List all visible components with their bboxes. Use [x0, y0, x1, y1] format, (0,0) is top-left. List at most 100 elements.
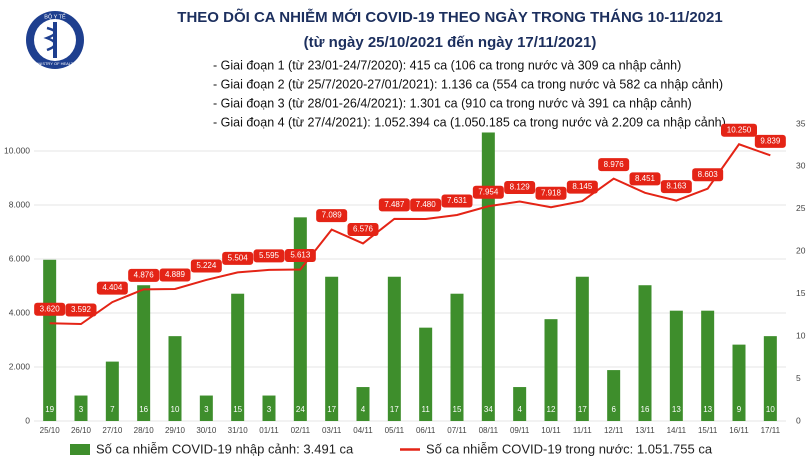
x-tick-label: 14/11 [667, 426, 687, 435]
x-tick-label: 05/11 [385, 426, 405, 435]
bar-label: 34 [484, 405, 493, 414]
y2-tick-label: 20 [796, 246, 806, 256]
value-label: 7.089 [322, 211, 343, 220]
y2-tick-label: 30 [796, 161, 806, 171]
bar [293, 217, 307, 421]
value-label-box [222, 251, 254, 265]
value-label: 10.250 [727, 125, 752, 134]
bar-label: 17 [578, 405, 587, 414]
y-tick-label: 2.000 [9, 361, 31, 371]
value-label-box [754, 134, 786, 148]
value-label: 8.976 [604, 160, 625, 169]
bar-label: 11 [422, 405, 431, 414]
bar-label: 6 [611, 405, 616, 414]
bar-label: 13 [703, 405, 712, 414]
value-label-box [629, 172, 661, 186]
bar-label: 15 [453, 405, 462, 414]
bar-label: 10 [766, 405, 775, 414]
value-label-box [566, 180, 598, 194]
value-label-box [660, 180, 692, 194]
value-label-box [692, 168, 724, 182]
bar [481, 132, 495, 421]
x-tick-label: 01/11 [259, 426, 279, 435]
bar [137, 285, 151, 421]
bar [419, 327, 433, 421]
bar [575, 276, 589, 421]
value-label-box [190, 259, 222, 273]
value-label-box [347, 222, 379, 236]
bar [168, 336, 182, 421]
y2-tick-label: 10 [796, 330, 806, 340]
value-label-box [598, 158, 630, 172]
x-tick-label: 08/11 [479, 426, 499, 435]
value-label: 9.839 [760, 136, 781, 145]
legend-label: Số ca nhiễm COVID-19 nhập cảnh: 3.491 ca [96, 441, 354, 456]
value-label: 5.595 [259, 251, 280, 260]
x-tick-label: 12/11 [604, 426, 624, 435]
value-label: 4.876 [134, 270, 155, 279]
x-tick-label: 03/11 [322, 426, 342, 435]
bar [450, 293, 464, 421]
bar-label: 15 [233, 405, 242, 414]
x-tick-label: 16/11 [729, 426, 749, 435]
chart-subtitle: (từ ngày 25/10/2021 đến ngày 17/11/2021) [304, 34, 597, 51]
bar [325, 276, 339, 421]
value-label: 8.451 [635, 174, 656, 183]
value-label: 7.631 [447, 196, 468, 205]
value-label: 5.613 [290, 251, 311, 260]
bar-label: 12 [547, 405, 556, 414]
bar-label: 3 [204, 405, 209, 414]
value-label-box [65, 303, 97, 317]
bar-label: 10 [171, 405, 180, 414]
value-label-box [472, 185, 504, 199]
value-label-box [378, 198, 410, 212]
y2-tick-label: 25 [796, 203, 806, 213]
value-label-box [128, 268, 160, 282]
value-label: 8.603 [698, 170, 719, 179]
bar [638, 285, 652, 421]
bar-label: 13 [672, 405, 681, 414]
value-label-box [441, 194, 473, 208]
bar [701, 310, 715, 421]
value-label-box [410, 198, 442, 212]
bar-label: 7 [110, 405, 115, 414]
bar [105, 361, 119, 421]
x-tick-label: 11/11 [573, 426, 592, 435]
y2-tick-label: 0 [796, 415, 801, 425]
bar [387, 276, 401, 421]
bar [669, 310, 683, 421]
value-label: 6.576 [353, 225, 374, 234]
value-label-box [159, 268, 191, 282]
chart-title: THEO DÕI CA NHIỄM MỚI COVID-19 THEO NGÀY… [177, 8, 722, 26]
value-label-box [316, 209, 348, 223]
logo-bottom: MINISTRY OF HEALTH [34, 61, 76, 66]
logo: BỘ Y TẾ MINISTRY OF HEALTH [26, 11, 84, 69]
bar [262, 395, 276, 421]
legend-swatch [70, 444, 90, 455]
y-tick-label: 8.000 [9, 199, 31, 209]
bar [732, 344, 746, 421]
bar-label: 16 [641, 405, 650, 414]
bar-label: 3 [79, 405, 84, 414]
value-label: 3.620 [40, 304, 61, 313]
x-tick-label: 29/10 [165, 426, 186, 435]
x-tick-label: 25/10 [40, 426, 61, 435]
bar [43, 259, 57, 421]
bar-label: 17 [390, 405, 399, 414]
value-label-box [504, 181, 536, 195]
bar-label: 4 [361, 405, 366, 414]
value-label-box [284, 248, 316, 262]
value-label-box [721, 123, 757, 137]
bar-label: 9 [737, 405, 742, 414]
value-label: 7.954 [478, 187, 499, 196]
bar-label: 4 [517, 405, 522, 414]
bar [607, 370, 621, 421]
annotation: - Giai đoạn 3 (từ 28/01-26/4/2021): 1.30… [213, 96, 692, 110]
value-label-box [96, 281, 128, 295]
x-tick-label: 13/11 [635, 426, 655, 435]
y2-tick-label: 35 [796, 118, 806, 128]
x-tick-label: 17/11 [761, 426, 781, 435]
annotation: - Giai đoạn 1 (từ 23/01-24/7/2020): 415 … [213, 58, 681, 72]
bar [231, 293, 245, 421]
